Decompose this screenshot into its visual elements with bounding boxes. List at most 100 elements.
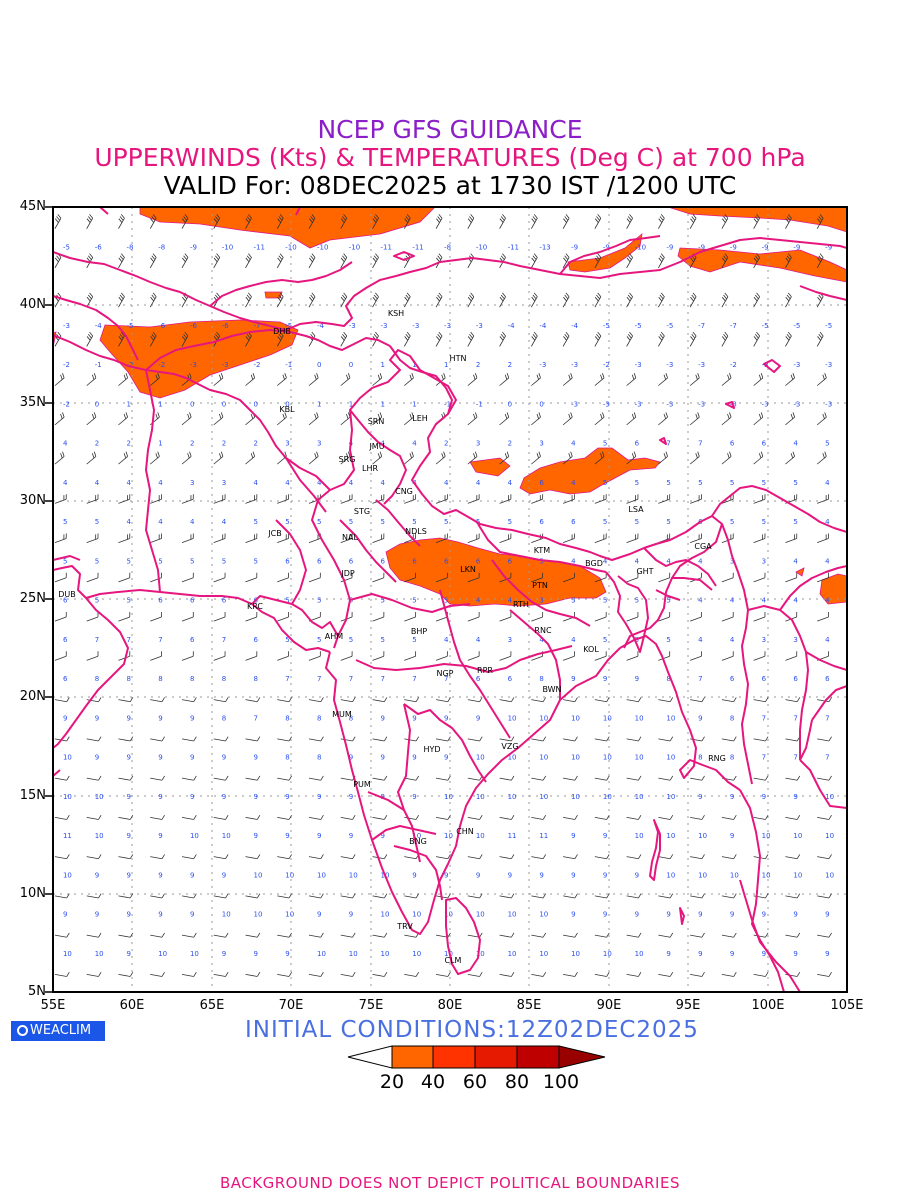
temperature-value: 10 — [793, 871, 802, 879]
wind-barb — [118, 932, 134, 938]
temperature-value: 4 — [698, 557, 703, 565]
wind-barb — [785, 651, 798, 661]
wind-barb — [150, 854, 165, 860]
wind-barb — [150, 612, 162, 622]
temperature-value: 10 — [603, 793, 612, 801]
temperature-value: -5 — [603, 322, 610, 330]
wind-barb — [785, 412, 795, 426]
wind-barb — [213, 572, 226, 583]
city-label-pum: PUM — [353, 780, 371, 789]
wind-barb — [213, 697, 229, 703]
temperature-value: 6 — [508, 557, 513, 565]
temperature-value: 9 — [730, 832, 734, 840]
wind-barb — [721, 814, 737, 820]
iran-gulf — [53, 555, 81, 561]
myanmar-border — [721, 523, 753, 785]
wind-barb — [435, 736, 451, 742]
wind-barb — [340, 494, 353, 504]
temperature-value: 5 — [635, 479, 639, 487]
wind-barb — [721, 932, 737, 938]
wind-barb — [817, 697, 832, 703]
wind-barb — [499, 533, 512, 544]
temperature-value: 9 — [158, 754, 162, 762]
temperature-value: -3 — [793, 361, 800, 369]
temperature-value: 8 — [730, 754, 734, 762]
temperature-value: 1 — [412, 400, 416, 408]
city-label-htn: HTN — [450, 354, 467, 363]
wind-barb — [245, 651, 258, 661]
wind-barb — [181, 893, 197, 899]
temperature-value: 8 — [95, 675, 99, 683]
wind-barb — [277, 651, 290, 661]
wind-barb — [340, 932, 356, 938]
temperature-value: 4 — [317, 479, 322, 487]
temperature-value: 4 — [825, 636, 830, 644]
temperature-value: -6 — [95, 243, 103, 251]
wind-barb — [817, 736, 832, 742]
city-label-bgd: BGD — [585, 559, 603, 568]
wind-barb — [277, 373, 287, 386]
wind-barb — [277, 494, 290, 504]
temperature-value: 6 — [254, 636, 259, 644]
wind-barb — [308, 971, 324, 977]
lon-label-55e: 55E — [40, 998, 66, 1013]
temperature-value: 5 — [95, 557, 99, 565]
wind-barb — [626, 736, 642, 742]
wind-barb — [594, 451, 605, 465]
temperature-value: 6 — [190, 636, 195, 644]
wind-barb — [181, 572, 194, 583]
wind-barb — [435, 932, 451, 938]
wind-barb — [562, 572, 575, 583]
wind-barb — [245, 494, 258, 504]
temperature-value: 9 — [412, 871, 416, 879]
temperature-value: -13 — [539, 243, 550, 251]
temperature-value: 2 — [476, 361, 480, 369]
wind-barb — [118, 533, 131, 544]
wind-barb — [753, 451, 764, 465]
temperature-value: 3 — [222, 479, 226, 487]
wind-barb — [562, 292, 570, 308]
temperature-value: 9 — [158, 871, 162, 879]
wind-barb — [372, 451, 383, 465]
wind-barb — [404, 494, 417, 504]
temperature-value: -7 — [730, 322, 737, 330]
wind-barb — [118, 412, 129, 426]
wind-barb — [690, 893, 705, 899]
temperature-value: 6 — [571, 518, 576, 526]
wind-barb — [181, 932, 197, 938]
wind-barb — [118, 572, 131, 583]
wind-barb — [721, 292, 729, 308]
wind-barb — [213, 854, 229, 860]
temperature-value: 0 — [285, 400, 289, 408]
jet-area-gangetic — [385, 537, 607, 607]
indian-states-8 — [339, 519, 397, 583]
wind-barb — [245, 612, 258, 622]
colorbar-bin-40-60 — [432, 1045, 476, 1069]
temperature-value: -5 — [793, 322, 800, 330]
wind-barb — [658, 854, 674, 860]
wind-barb — [86, 814, 102, 820]
city-label-cga: CGA — [694, 542, 712, 551]
wind-barb — [118, 814, 134, 820]
temperature-value: 5 — [603, 479, 607, 487]
temperature-value: 4 — [412, 440, 417, 448]
wind-barb — [277, 893, 292, 899]
temperature-value: 9 — [603, 832, 607, 840]
temperature-value: 10 — [476, 793, 485, 801]
temperature-value: 8 — [190, 675, 194, 683]
wind-barb — [276, 253, 284, 269]
temperature-value: 9 — [381, 832, 385, 840]
wind-barb — [404, 971, 420, 977]
bay-of-bengal-east-coast — [619, 635, 741, 791]
temperature-value: 5 — [444, 597, 448, 605]
india-ne-states — [643, 547, 717, 601]
wind-barb — [149, 214, 157, 229]
wind-barb — [435, 494, 448, 504]
temperature-value: 3 — [317, 440, 321, 448]
temperature-value: -11 — [412, 243, 423, 251]
wind-barb — [594, 814, 610, 820]
wind-barb — [626, 451, 637, 465]
wind-barb — [404, 651, 417, 661]
temperature-value: 7 — [254, 714, 258, 722]
